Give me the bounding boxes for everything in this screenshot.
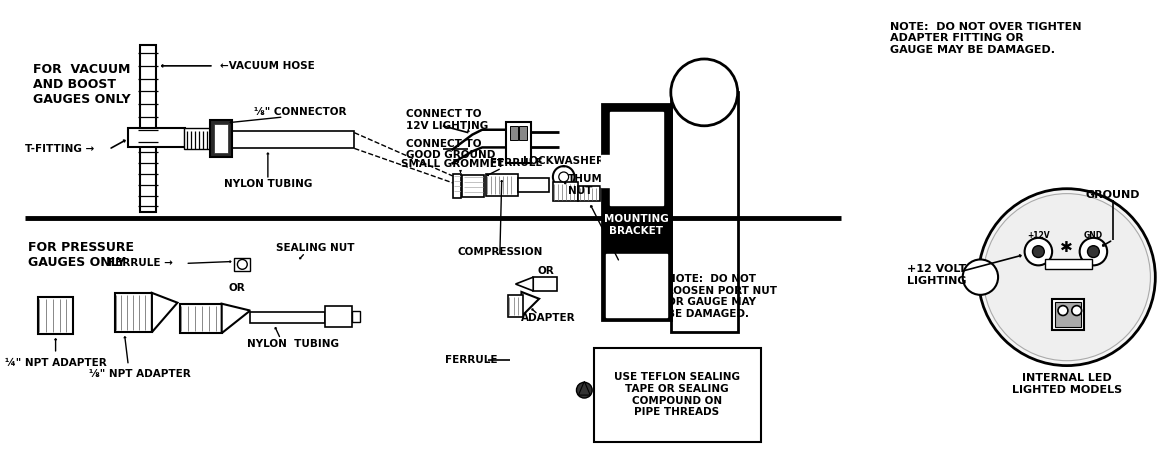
Bar <box>507 295 524 317</box>
Bar <box>1055 302 1080 327</box>
Text: ←VACUUM HOSE: ←VACUUM HOSE <box>220 61 315 71</box>
Text: NYLON TUBING: NYLON TUBING <box>224 179 312 189</box>
Text: GND: GND <box>1084 231 1104 240</box>
Circle shape <box>1080 238 1107 265</box>
Bar <box>601 155 616 187</box>
Circle shape <box>559 172 568 182</box>
Circle shape <box>1058 305 1068 316</box>
Bar <box>463 175 484 196</box>
Circle shape <box>553 166 574 188</box>
Text: ¼" NPT ADAPTER: ¼" NPT ADAPTER <box>5 358 107 368</box>
Bar <box>579 186 600 202</box>
Bar <box>1045 260 1093 269</box>
Polygon shape <box>521 292 539 316</box>
Text: ⅛" NPT ADAPTER: ⅛" NPT ADAPTER <box>89 369 191 379</box>
Bar <box>518 178 549 191</box>
Circle shape <box>1087 245 1099 257</box>
Bar <box>533 277 556 291</box>
Bar <box>519 126 527 140</box>
Bar <box>184 128 210 149</box>
Bar <box>115 293 151 332</box>
Bar <box>453 174 461 197</box>
Bar <box>670 93 737 332</box>
Bar <box>609 112 663 206</box>
Bar <box>38 297 73 334</box>
Bar <box>506 122 532 163</box>
Bar <box>606 254 667 317</box>
Circle shape <box>576 382 592 398</box>
Circle shape <box>963 260 998 295</box>
Bar <box>594 348 761 442</box>
Text: LOCKWASHER: LOCKWASHER <box>524 156 605 166</box>
Circle shape <box>237 260 248 269</box>
Text: OR: OR <box>228 283 245 293</box>
Text: FOR PRESSURE
GAUGES ONLY: FOR PRESSURE GAUGES ONLY <box>28 241 134 269</box>
Bar <box>210 120 231 157</box>
Bar <box>352 311 360 322</box>
Text: FOR  VACUUM
AND BOOST
GAUGES ONLY: FOR VACUUM AND BOOST GAUGES ONLY <box>33 63 130 106</box>
Text: T-FITTING →: T-FITTING → <box>25 144 94 154</box>
Text: FERRULE →: FERRULE → <box>108 258 173 268</box>
Circle shape <box>984 194 1151 361</box>
Bar <box>214 124 228 153</box>
Circle shape <box>670 59 737 126</box>
Circle shape <box>1025 238 1052 265</box>
Text: NOTE:  DO NOT OVER TIGHTEN
ADAPTER FITTING OR
GAUGE MAY BE DAMAGED.: NOTE: DO NOT OVER TIGHTEN ADAPTER FITTIN… <box>890 22 1081 55</box>
Text: INTERNAL LED
LIGHTED MODELS: INTERNAL LED LIGHTED MODELS <box>1012 373 1122 395</box>
Text: FERRULE: FERRULE <box>445 354 498 365</box>
Bar <box>140 45 156 213</box>
Bar <box>602 104 670 321</box>
Bar <box>181 304 222 333</box>
Text: COMPRESSION: COMPRESSION <box>457 246 542 256</box>
Polygon shape <box>579 382 591 395</box>
Text: USE TEFLON SEALING
TAPE OR SEALING
COMPOUND ON
PIPE THREADS: USE TEFLON SEALING TAPE OR SEALING COMPO… <box>614 372 740 417</box>
Text: ✱: ✱ <box>1059 240 1072 255</box>
Text: CONNECT TO
12V LIGHTING: CONNECT TO 12V LIGHTING <box>406 109 488 131</box>
Polygon shape <box>222 304 250 333</box>
Text: FERRULE: FERRULE <box>491 158 542 168</box>
Text: ⅛" CONNECTOR: ⅛" CONNECTOR <box>254 107 346 117</box>
Text: GROUND: GROUND <box>1086 190 1140 200</box>
Text: NOTE:  DO NOT
LOOSEN PORT NUT
OR GAUGE MAY
BE DAMAGED.: NOTE: DO NOT LOOSEN PORT NUT OR GAUGE MA… <box>667 274 777 319</box>
Text: NYLON  TUBING: NYLON TUBING <box>248 339 339 349</box>
Polygon shape <box>515 277 533 291</box>
Text: THUMB
NUT: THUMB NUT <box>567 174 610 196</box>
Circle shape <box>1072 305 1081 316</box>
Bar <box>231 131 355 148</box>
Bar <box>510 126 518 140</box>
Text: SMALL GROMMET: SMALL GROMMET <box>402 159 504 169</box>
Text: CONNECT TO
GOOD GROUND: CONNECT TO GOOD GROUND <box>406 139 495 160</box>
Text: ADAPTER: ADAPTER <box>520 313 575 323</box>
Text: +12 VOLT
LIGHTING: +12 VOLT LIGHTING <box>906 264 966 286</box>
Bar <box>1052 299 1084 330</box>
Bar <box>486 174 518 196</box>
Bar <box>128 128 185 147</box>
Circle shape <box>1032 245 1045 257</box>
Text: SEALING NUT: SEALING NUT <box>276 243 355 253</box>
Polygon shape <box>151 293 177 332</box>
Bar <box>553 182 579 202</box>
Circle shape <box>978 189 1155 365</box>
Bar <box>250 311 325 323</box>
Bar <box>235 257 250 271</box>
Text: OR: OR <box>538 266 554 276</box>
Text: PORT NUT: PORT NUT <box>603 252 666 262</box>
Text: +12V: +12V <box>1027 231 1050 240</box>
Bar <box>325 305 352 327</box>
Text: MOUNTING
BRACKET: MOUNTING BRACKET <box>605 214 669 236</box>
